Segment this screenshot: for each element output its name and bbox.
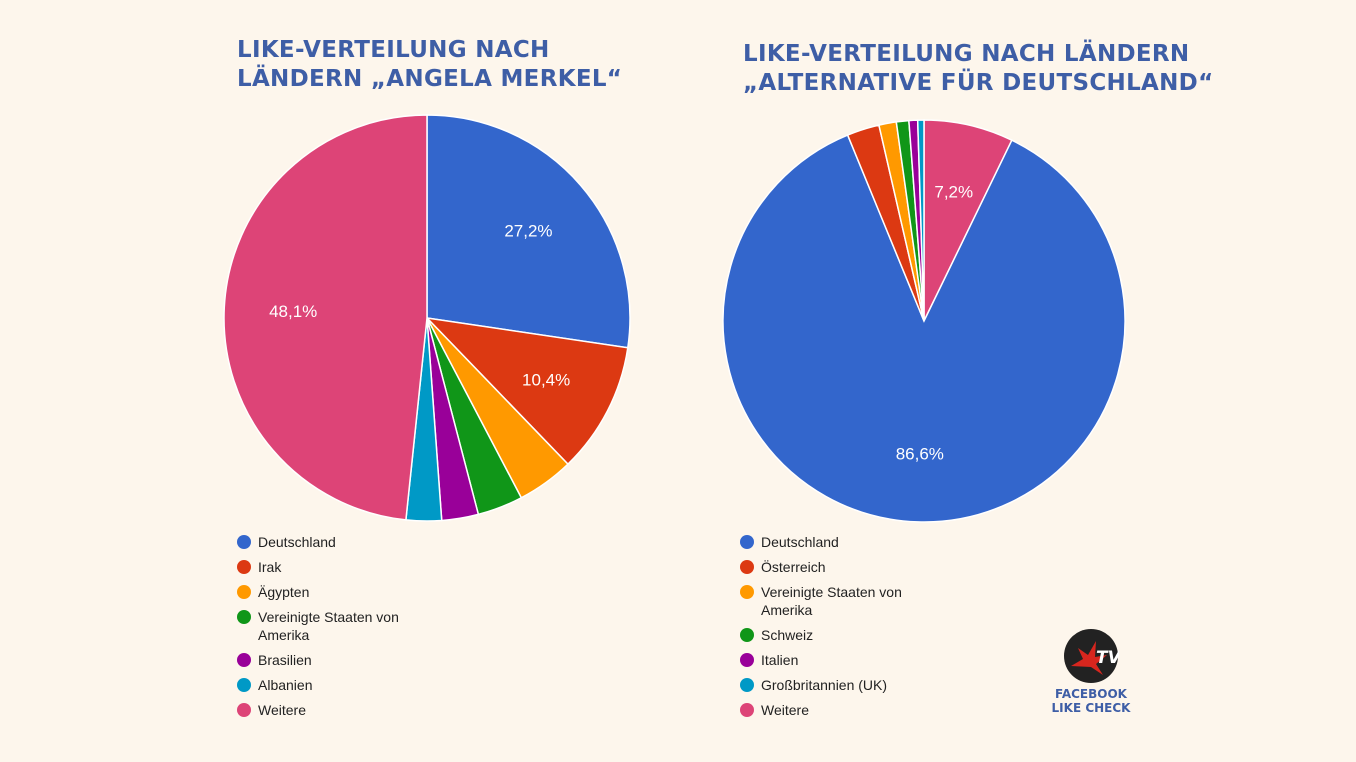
- legend-label: Schweiz: [761, 627, 814, 643]
- legend-item-grossbritannien-uk: Großbritannien (UK): [740, 676, 931, 694]
- pie-slice-irak: [424, 316, 629, 466]
- pie-slice-weitere: [223, 114, 428, 521]
- legend-swatch: [237, 535, 251, 549]
- legend-label: Irak: [258, 559, 282, 575]
- legend-item-vereinigte-staaten-von-amerika: Vereinigte Staaten von Amerika: [237, 608, 428, 644]
- legend-label: Deutschland: [258, 534, 336, 550]
- legend-swatch: [740, 628, 754, 642]
- legend-item-agypten: Ägypten: [237, 583, 428, 601]
- legend-swatch: [740, 560, 754, 574]
- pie-data-label: 27,2%: [504, 221, 552, 240]
- legend-swatch: [237, 585, 251, 599]
- legend-afd: Deutschland Österreich Vereinigte Staaten …: [740, 533, 931, 726]
- pie-data-label: 86,6%: [896, 445, 944, 464]
- chart-title-afd: LIKE-VERTEILUNG NACH LÄNDERN „ALTERNATIV…: [743, 40, 1214, 98]
- legend-item-vereinigte-staaten-von-amerika: Vereinigte Staaten von Amerika: [740, 583, 931, 619]
- legend-item-italien: Italien: [740, 651, 931, 669]
- legend-item-irak: Irak: [237, 558, 428, 576]
- legend-swatch: [740, 703, 754, 717]
- pie-data-label: 7,2%: [934, 183, 973, 202]
- legend-item-deutschland: Deutschland: [740, 533, 931, 551]
- legend-item-weitere: Weitere: [740, 701, 931, 719]
- logo-caption-line2: LIKE CHECK: [1051, 701, 1131, 715]
- legend-item-deutschland: Deutschland: [237, 533, 428, 551]
- legend-swatch: [740, 585, 754, 599]
- legend-swatch: [237, 678, 251, 692]
- legend-item-schweiz: Schweiz: [740, 626, 931, 644]
- stern-tv-logo-icon: TV: [1064, 629, 1119, 683]
- pie-slice-deutschland: [722, 134, 1126, 523]
- legend-label: Österreich: [761, 559, 826, 575]
- legend-label: Weitere: [761, 702, 809, 718]
- legend-label: Brasilien: [258, 652, 312, 668]
- legend-label: Albanien: [258, 677, 313, 693]
- pie-slice-deutschland: [426, 114, 631, 349]
- legend-swatch: [237, 610, 251, 624]
- legend-item-albanien: Albanien: [237, 676, 428, 694]
- legend-swatch: [740, 678, 754, 692]
- legend-label: Ägypten: [258, 584, 310, 600]
- legend-label: Vereinigte Staaten von Amerika: [258, 609, 399, 643]
- logo-caption: FACEBOOK LIKE CHECK: [1046, 687, 1136, 715]
- legend-label: Deutschland: [761, 534, 839, 550]
- legend-swatch: [740, 535, 754, 549]
- pie-data-label: 10,4%: [522, 370, 570, 389]
- legend-label: Italien: [761, 652, 799, 668]
- chart-title-line: LIKE-VERTEILUNG NACH LÄNDERN: [743, 41, 1190, 67]
- legend-label: Weitere: [258, 702, 306, 718]
- pie-chart-merkel: 27,2% 10,4% 48,1%: [223, 114, 631, 522]
- legend-swatch: [237, 703, 251, 717]
- legend-item-weitere: Weitere: [237, 701, 428, 719]
- pie-slice-grossbritannien-uk: [916, 119, 925, 322]
- legend-swatch: [237, 560, 251, 574]
- legend-item-brasilien: Brasilien: [237, 651, 428, 669]
- pie-chart-afd: 7,2% 86,6%: [722, 119, 1126, 523]
- logo-brand-text: TV: [1096, 648, 1119, 668]
- legend-merkel: Deutschland Irak Ägypten Vereinigte Staaten…: [237, 533, 428, 726]
- stern-tv-logo: TV FACEBOOK LIKE CHECK: [1046, 628, 1136, 715]
- chart-title-merkel: LIKE-VERTEILUNG NACH LÄNDERN „ANGELA MER…: [237, 36, 622, 94]
- legend-swatch: [237, 653, 251, 667]
- pie-data-label: 48,1%: [269, 302, 317, 321]
- logo-caption-line1: FACEBOOK: [1055, 687, 1127, 701]
- legend-item-osterreich: Österreich: [740, 558, 931, 576]
- legend-label: Vereinigte Staaten von Amerika: [761, 584, 902, 618]
- chart-title-line: „ALTERNATIVE FÜR DEUTSCHLAND“: [743, 70, 1214, 96]
- legend-label: Großbritannien (UK): [761, 677, 888, 693]
- chart-title-line: LIKE-VERTEILUNG NACH: [237, 37, 550, 63]
- chart-title-line: LÄNDERN „ANGELA MERKEL“: [237, 66, 623, 92]
- legend-swatch: [740, 653, 754, 667]
